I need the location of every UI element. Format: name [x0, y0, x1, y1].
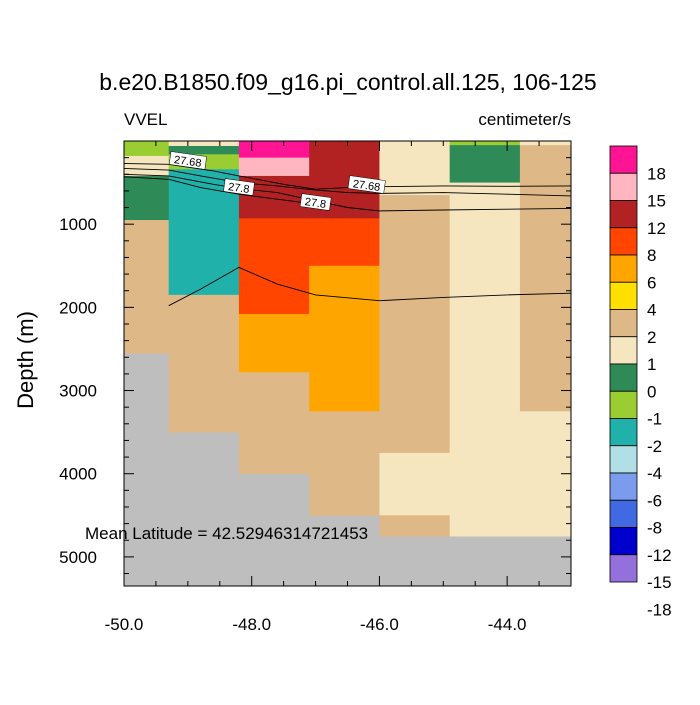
- legend-swatch: [609, 445, 638, 474]
- y-tick-label: 2000: [59, 298, 97, 317]
- contour-label: 27.8: [227, 181, 250, 196]
- contour-label-box: [223, 178, 255, 196]
- legend-swatch: [609, 390, 638, 419]
- contour-label: 27.68: [173, 154, 202, 170]
- data-cell: [379, 515, 451, 537]
- data-cell: [124, 141, 170, 157]
- data-cell: [238, 157, 310, 177]
- data-cell: [519, 141, 572, 146]
- plot-frame: -50.0 -48.0 -46.0 -44.0 1000 2000 3000 4000 5000: [59, 140, 572, 634]
- data-cell: [379, 141, 451, 196]
- legend-swatch: [609, 281, 638, 310]
- legend-label: 18: [647, 164, 666, 183]
- legend-swatch: [609, 363, 638, 392]
- variable-label: VVEL: [124, 110, 167, 129]
- legend-label: -15: [647, 573, 672, 592]
- x-tick-label: -48.0: [232, 615, 271, 634]
- data-cell: [449, 182, 521, 537]
- chart-title: b.e20.B1850.f09_g16.pi_control.all.125, …: [99, 69, 596, 95]
- mean-latitude-annotation: Mean Latitude = 42.52946314721453: [85, 524, 368, 543]
- legend-swatch: [609, 472, 638, 501]
- y-tick-label: 1000: [59, 215, 97, 234]
- legend-label: 12: [647, 219, 666, 238]
- data-cell: [238, 314, 310, 373]
- contour-line: [123, 176, 316, 205]
- data-cell: [124, 175, 170, 221]
- data-cell: [168, 141, 240, 147]
- contour-line: [123, 167, 572, 197]
- data-cell: [379, 452, 451, 516]
- units-label: centimeter/s: [478, 110, 571, 129]
- legend-swatch: [609, 527, 638, 556]
- data-cell: [379, 195, 451, 454]
- contour-label: 27.8: [304, 196, 327, 211]
- data-cell: [449, 145, 521, 183]
- legend-label: -12: [647, 546, 672, 565]
- data-cell: [124, 220, 170, 354]
- legend-label: 4: [647, 301, 656, 320]
- x-tick-label: -50.0: [105, 615, 144, 634]
- legend-label: 2: [647, 328, 656, 347]
- data-cell: [168, 294, 240, 433]
- legend-swatch: [609, 418, 638, 447]
- legend-label: 6: [647, 273, 656, 292]
- legend-swatch: [609, 145, 638, 174]
- contour-line: [168, 266, 572, 307]
- legend-label: 15: [647, 192, 666, 211]
- legend-swatch: [609, 554, 638, 583]
- data-cell: [449, 141, 521, 146]
- legend-swatch: [609, 254, 638, 283]
- data-cell: [238, 141, 310, 159]
- legend-label: -1: [647, 410, 662, 429]
- y-axis-label: Depth (m): [13, 311, 38, 409]
- data-cell: [309, 218, 380, 267]
- data-cell: [168, 145, 240, 155]
- contour-label-box: [168, 151, 207, 170]
- legend-swatch: [609, 172, 638, 201]
- legend-label: 1: [647, 355, 656, 374]
- legend-label: 8: [647, 246, 656, 265]
- legend-label: -2: [647, 437, 662, 456]
- plot-cells: [124, 141, 572, 586]
- data-cell: [238, 218, 310, 315]
- contour-label: 27.68: [352, 178, 381, 194]
- legend-swatch: [609, 499, 638, 528]
- contour-label-box: [299, 193, 332, 211]
- data-cell: [238, 372, 310, 475]
- legend-label: -4: [647, 464, 662, 483]
- contour-label-box: [347, 175, 386, 194]
- colorbar-legend: 18 15 12 8 6 4 2 1 0 -1 -2 -4 -6 -8 -12 -15 -18: [609, 145, 672, 619]
- legend-swatch: [609, 336, 638, 365]
- contour-lines: 27.68 27.68 27.8 27.8: [123, 151, 572, 307]
- legend-swatch: [609, 309, 638, 338]
- legend-swatch: [609, 227, 638, 256]
- data-cell: [309, 411, 380, 516]
- x-tick-label: -46.0: [360, 615, 399, 634]
- y-tick-label: 5000: [59, 548, 97, 567]
- data-cell: [124, 155, 170, 177]
- x-tick-label: -44.0: [488, 615, 527, 634]
- legend-label: -18: [647, 600, 672, 619]
- y-tick-label: 4000: [59, 465, 97, 484]
- data-cell: [519, 145, 572, 412]
- legend-swatch: [609, 200, 638, 229]
- y-tick-label: 3000: [59, 382, 97, 401]
- legend-label: -6: [647, 491, 662, 510]
- legend-label: -8: [647, 519, 662, 538]
- data-cell: [309, 265, 380, 412]
- legend-label: 0: [647, 382, 656, 401]
